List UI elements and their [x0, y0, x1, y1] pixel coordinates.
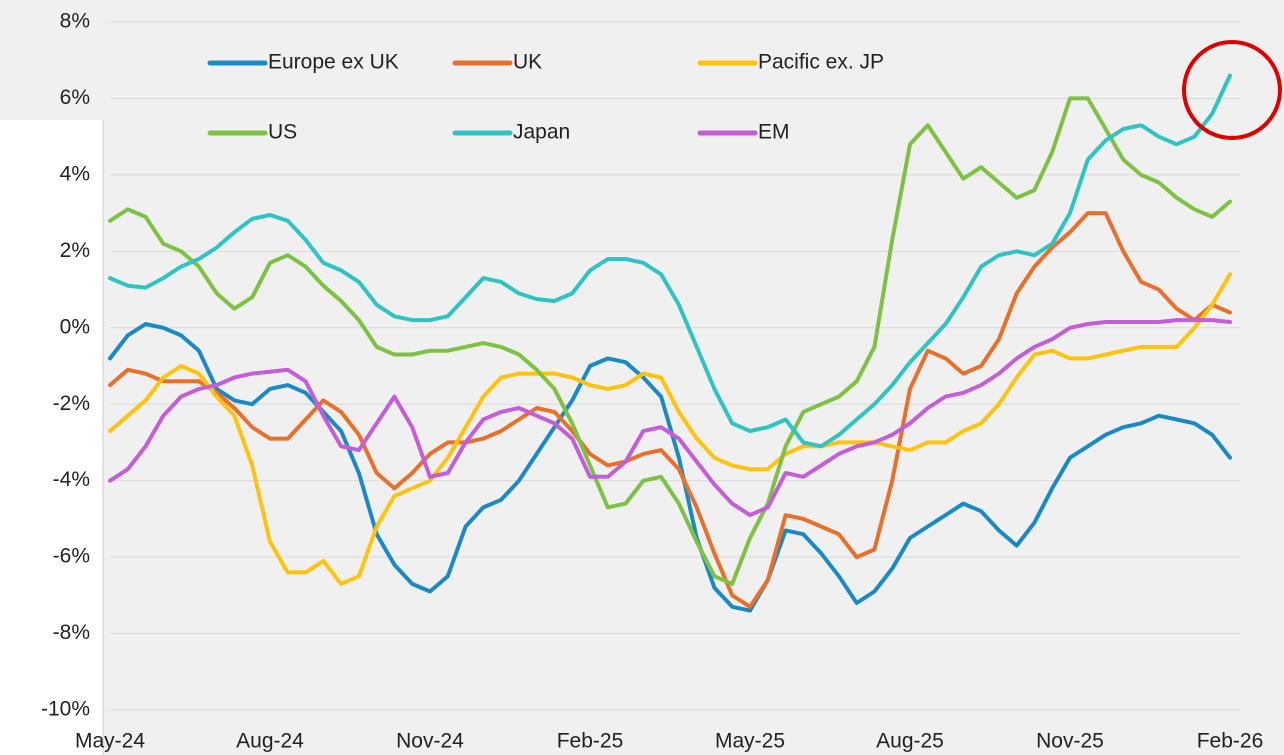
- grid: -10% -8% -6% -4% -2% 0% 2% 4% 6% 8% May-24 Aug-24 No…: [41, 10, 1263, 753]
- series-line: [108, 322, 1232, 613]
- y-tick-label: -2%: [53, 392, 90, 415]
- y-tick-label: 0%: [60, 315, 90, 338]
- x-tick-label: Nov-25: [1036, 730, 1104, 753]
- y-tick-label: -4%: [53, 468, 90, 491]
- side-panel: [0, 120, 103, 755]
- x-tick-label: May-24: [75, 730, 145, 753]
- x-tick-label: Aug-24: [236, 730, 304, 753]
- y-tick-label: -8%: [53, 621, 90, 644]
- legend-label: Europe ex UK: [268, 51, 399, 74]
- x-tick-label: Feb-26: [1197, 730, 1264, 753]
- y-tick-label: -6%: [53, 545, 90, 568]
- series-line: [108, 272, 1232, 586]
- y-tick-label: 6%: [60, 86, 90, 109]
- legend-label: Pacific ex. JP: [758, 51, 884, 74]
- x-tick-label: Aug-25: [876, 730, 944, 753]
- highlight-circle: [1182, 40, 1282, 140]
- lines: [108, 73, 1232, 613]
- series-line: [108, 318, 1232, 518]
- x-tick-label: Feb-25: [557, 730, 624, 753]
- x-tick-label: Nov-24: [396, 730, 464, 753]
- y-tick-label: 8%: [60, 10, 90, 33]
- x-tick-label: May-25: [715, 730, 785, 753]
- series-line: [108, 96, 1232, 586]
- legend-label: EM: [758, 121, 790, 144]
- legend-label: US: [268, 121, 297, 144]
- y-tick-label: 2%: [60, 239, 90, 262]
- series-line: [108, 73, 1232, 449]
- legend: Europe ex UK UK Pacific ex. JP US Japan EM: [207, 51, 884, 144]
- legend-label: Japan: [513, 121, 570, 144]
- legend-label: UK: [513, 51, 542, 74]
- series-line: [108, 211, 1232, 609]
- y-tick-label: 4%: [60, 162, 90, 185]
- y-tick-label: -10%: [41, 698, 90, 721]
